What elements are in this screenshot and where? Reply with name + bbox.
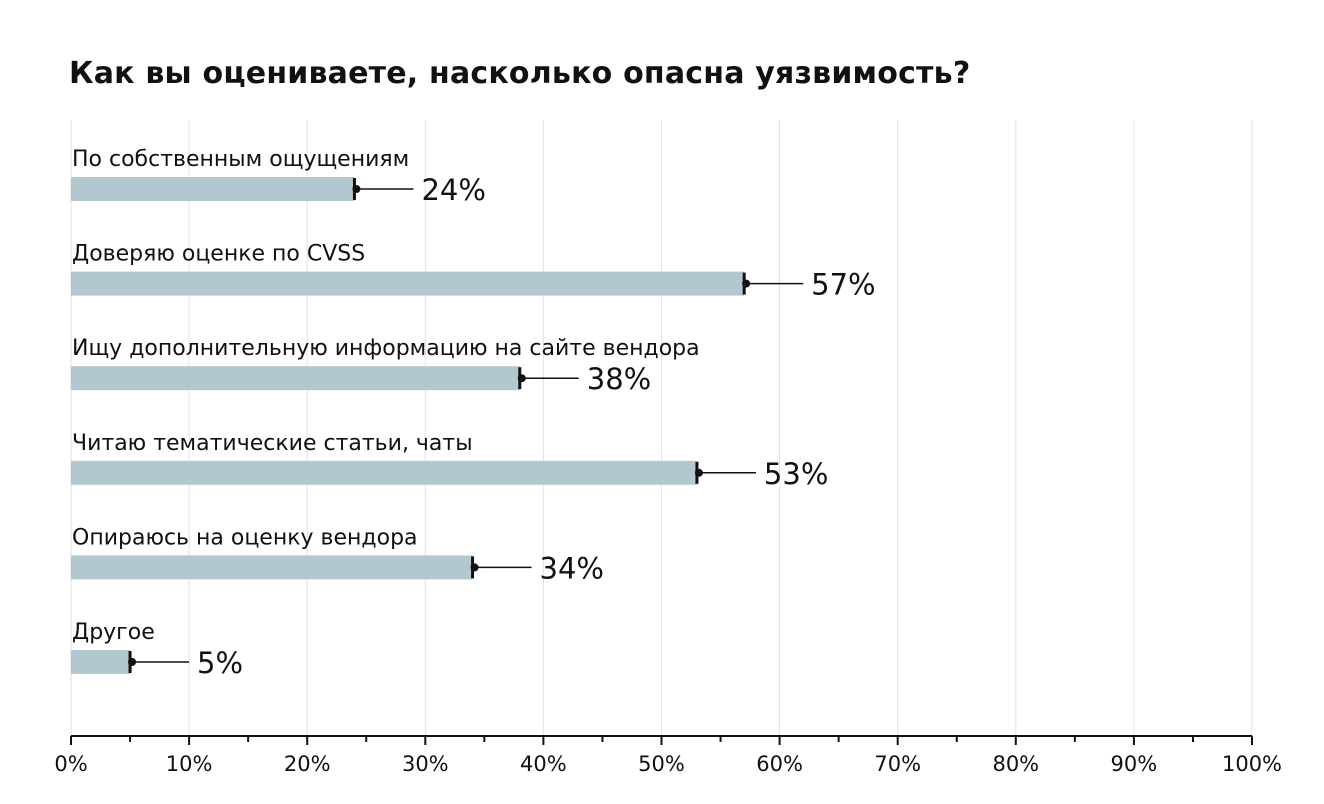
value-label: 24%	[421, 173, 485, 207]
bar	[71, 177, 355, 201]
x-tick-label: 60%	[756, 752, 803, 776]
error-dot	[470, 563, 479, 572]
value-label: 57%	[811, 268, 875, 302]
x-tick-label: 0%	[54, 752, 87, 776]
category-label: Читаю тематические статьи, чаты	[72, 431, 473, 456]
chart-title: Как вы оцениваете, насколько опасна уязв…	[69, 56, 971, 91]
x-tick-label: 90%	[1111, 752, 1158, 776]
error-dot	[517, 374, 526, 383]
category-label: Ищу дополнительную информацию на сайте в…	[72, 336, 700, 361]
error-dot	[742, 279, 751, 288]
x-tick-label: 70%	[874, 752, 921, 776]
value-label: 53%	[764, 457, 828, 491]
category-label: Другое	[72, 620, 155, 645]
category-label: Доверяю оценке по CVSS	[72, 242, 365, 267]
x-tick-label: 40%	[520, 752, 567, 776]
error-dot	[128, 658, 137, 666]
x-tick-label: 100%	[1222, 752, 1282, 776]
bar	[71, 366, 520, 391]
bar	[71, 555, 473, 580]
bar	[71, 271, 745, 296]
category-label: Опираюсь на оценку вендора	[72, 525, 418, 550]
x-tick-label: 20%	[284, 752, 331, 776]
x-tick-label: 50%	[638, 752, 685, 776]
value-label: 34%	[540, 551, 604, 585]
bar	[71, 650, 131, 674]
value-label: 38%	[587, 362, 651, 396]
x-axis: 0% 10% 20% 30% 40% 50% 60% 70% 80% 90% 100%	[54, 735, 1282, 776]
error-dot	[694, 468, 703, 477]
value-label: 5%	[197, 646, 243, 680]
x-tick-label: 10%	[166, 752, 213, 776]
grid-lines	[70, 120, 1253, 736]
bars: По собственным ощущениям 24% Доверяю оценк…	[71, 147, 876, 680]
x-tick-label: 30%	[402, 752, 449, 776]
error-dot	[352, 185, 361, 193]
bar	[71, 460, 697, 485]
x-tick-label: 80%	[992, 752, 1039, 776]
category-label: По собственным ощущениям	[72, 147, 409, 172]
